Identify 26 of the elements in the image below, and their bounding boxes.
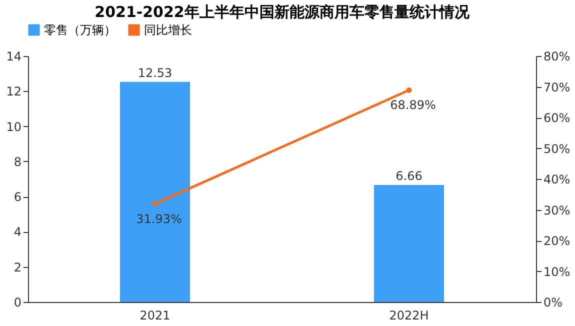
y2-tick-label: 60% <box>544 111 570 125</box>
x-tick-label: 2022H <box>389 308 429 322</box>
y2-tick-label: 80% <box>544 50 570 64</box>
y2-tick-label: 40% <box>544 172 570 186</box>
data-label: 31.93% <box>136 212 182 226</box>
y-tick-label: 6 <box>14 190 22 204</box>
y2-tick-label: 30% <box>544 203 570 218</box>
y-tick-label: 12 <box>6 84 22 99</box>
y-tick-label: 2 <box>14 260 22 274</box>
data-label: 12.53 <box>138 66 172 80</box>
y-tick-label: 10 <box>6 120 22 134</box>
y2-tick-label: 10% <box>544 264 570 279</box>
y2-tick-label: 20% <box>544 234 570 248</box>
y2-tick-label: 70% <box>544 80 570 94</box>
y-tick-label: 8 <box>14 154 22 169</box>
y-tick-label: 0 <box>14 296 22 310</box>
legend-label: 同比增长 <box>144 23 192 37</box>
y2-tick-label: 0% <box>544 296 563 310</box>
y-tick-label: 14 <box>6 50 22 64</box>
y-tick-label: 4 <box>14 225 22 240</box>
data-label: 68.89% <box>390 98 436 112</box>
chart-title: 2021-2022年上半年中国新能源商用车零售量统计情况 <box>94 3 470 21</box>
legend-label: 零售（万辆） <box>44 23 116 37</box>
y2-tick-label: 50% <box>544 142 570 156</box>
x-tick-label: 2021 <box>140 308 170 322</box>
data-label: 6.66 <box>396 168 422 183</box>
